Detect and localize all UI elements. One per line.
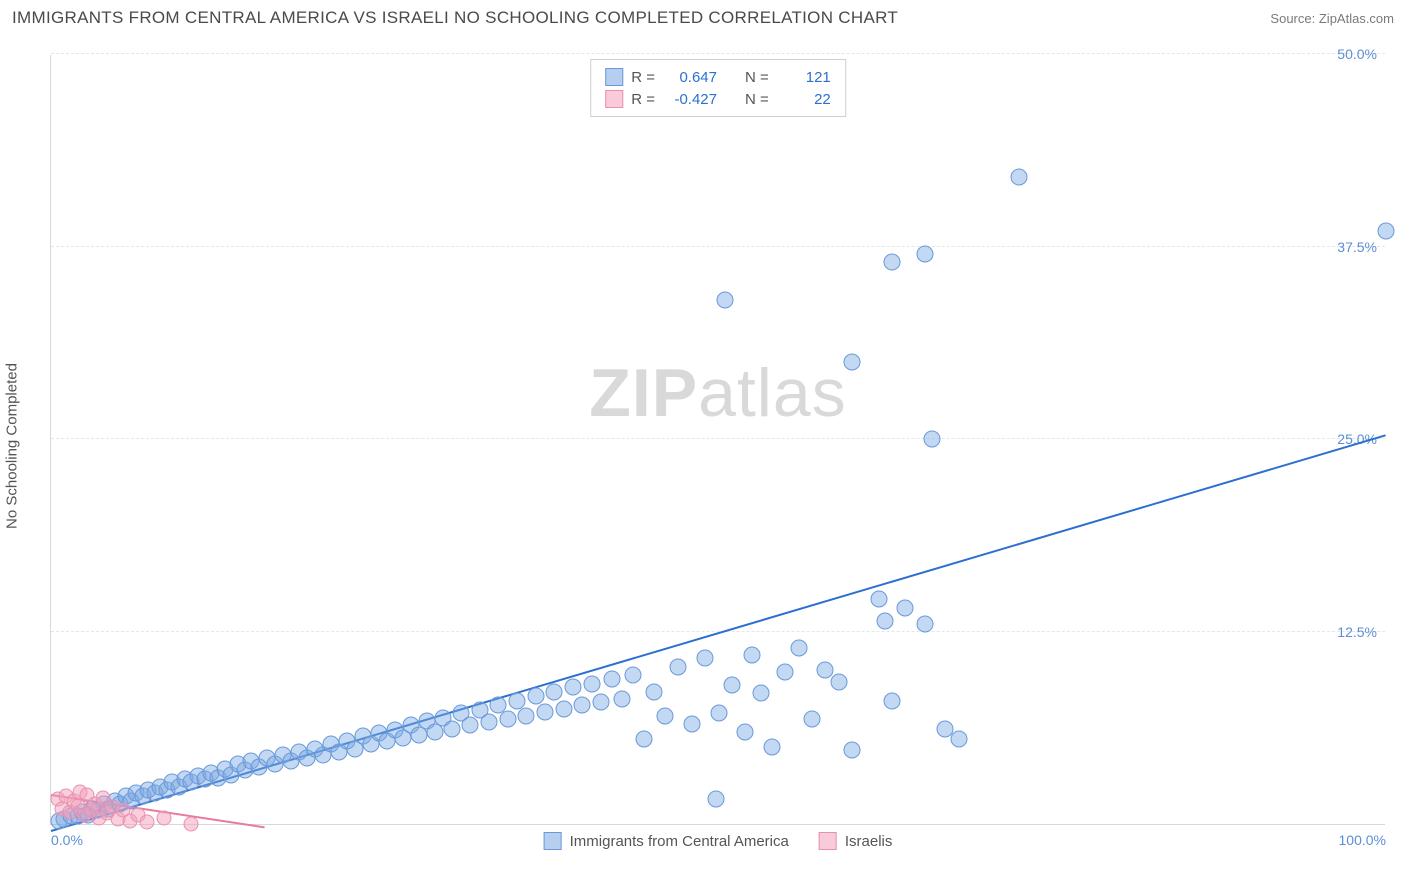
chart-title: IMMIGRANTS FROM CENTRAL AMERICA VS ISRAE… (12, 8, 898, 28)
y-axis-label: No Schooling Completed (4, 363, 21, 529)
data-point (710, 705, 727, 722)
data-point (844, 742, 861, 759)
gridline (51, 438, 1385, 439)
data-point (737, 723, 754, 740)
data-point (583, 675, 600, 692)
data-point (635, 731, 652, 748)
watermark-bold: ZIP (589, 355, 698, 431)
data-point (480, 714, 497, 731)
data-point (917, 615, 934, 632)
data-point (555, 700, 572, 717)
data-point (184, 817, 199, 832)
data-point (657, 708, 674, 725)
data-point (917, 246, 934, 263)
data-point (614, 691, 631, 708)
data-point (897, 600, 914, 617)
x-tick-label: 100.0% (1339, 832, 1386, 848)
data-point (870, 591, 887, 608)
data-point (462, 717, 479, 734)
legend-row: R = 0.647 N = 121 (605, 66, 831, 88)
data-point (625, 666, 642, 683)
watermark: ZIPatlas (589, 354, 846, 432)
data-point (1010, 169, 1027, 186)
data-point (950, 731, 967, 748)
data-point (646, 683, 663, 700)
n-value: 121 (777, 69, 831, 86)
data-point (753, 685, 770, 702)
data-point (803, 711, 820, 728)
y-tick-label: 12.5% (1337, 624, 1377, 640)
n-label: N = (745, 69, 769, 86)
data-point (683, 715, 700, 732)
data-point (157, 810, 172, 825)
data-point (763, 739, 780, 756)
data-point (508, 692, 525, 709)
data-point (603, 671, 620, 688)
data-point (670, 658, 687, 675)
r-label: R = (631, 91, 655, 108)
data-point (527, 688, 544, 705)
data-point (877, 612, 894, 629)
data-point (574, 697, 591, 714)
data-point (1378, 223, 1395, 240)
series-legend: Immigrants from Central America Israelis (544, 832, 893, 850)
legend-swatch (605, 68, 623, 86)
data-point (777, 663, 794, 680)
data-point (564, 678, 581, 695)
legend-item: Israelis (819, 832, 893, 850)
data-point (790, 640, 807, 657)
correlation-legend: R = 0.647 N = 121 R = -0.427 N = 22 (590, 59, 846, 117)
watermark-light: atlas (698, 355, 847, 431)
source-link[interactable]: ZipAtlas.com (1319, 11, 1394, 26)
data-point (697, 649, 714, 666)
legend-swatch (605, 90, 623, 108)
y-tick-label: 50.0% (1337, 46, 1377, 62)
r-value: -0.427 (663, 91, 717, 108)
data-point (717, 292, 734, 309)
data-point (884, 253, 901, 270)
data-point (536, 703, 553, 720)
data-point (140, 815, 155, 830)
data-point (884, 692, 901, 709)
legend-swatch (544, 832, 562, 850)
legend-label: Immigrants from Central America (570, 833, 789, 850)
data-point (830, 674, 847, 691)
source-label: Source: (1270, 11, 1315, 26)
x-tick-label: 0.0% (51, 832, 83, 848)
data-point (546, 683, 563, 700)
legend-item: Immigrants from Central America (544, 832, 789, 850)
data-point (593, 694, 610, 711)
n-value: 22 (777, 91, 831, 108)
data-point (844, 354, 861, 371)
data-point (924, 431, 941, 448)
data-point (443, 720, 460, 737)
legend-swatch (819, 832, 837, 850)
data-point (743, 646, 760, 663)
n-label: N = (745, 91, 769, 108)
chart-header: IMMIGRANTS FROM CENTRAL AMERICA VS ISRAE… (12, 8, 1394, 28)
source-attribution: Source: ZipAtlas.com (1270, 11, 1394, 26)
r-value: 0.647 (663, 69, 717, 86)
y-tick-label: 37.5% (1337, 239, 1377, 255)
r-label: R = (631, 69, 655, 86)
legend-label: Israelis (845, 833, 893, 850)
gridline (51, 53, 1385, 54)
legend-row: R = -0.427 N = 22 (605, 88, 831, 110)
data-point (723, 677, 740, 694)
data-point (707, 791, 724, 808)
gridline (51, 246, 1385, 247)
scatter-chart: ZIPatlas R =0.647N =121R =-0.427N =22 Im… (50, 55, 1385, 825)
data-point (518, 708, 535, 725)
data-point (499, 711, 516, 728)
